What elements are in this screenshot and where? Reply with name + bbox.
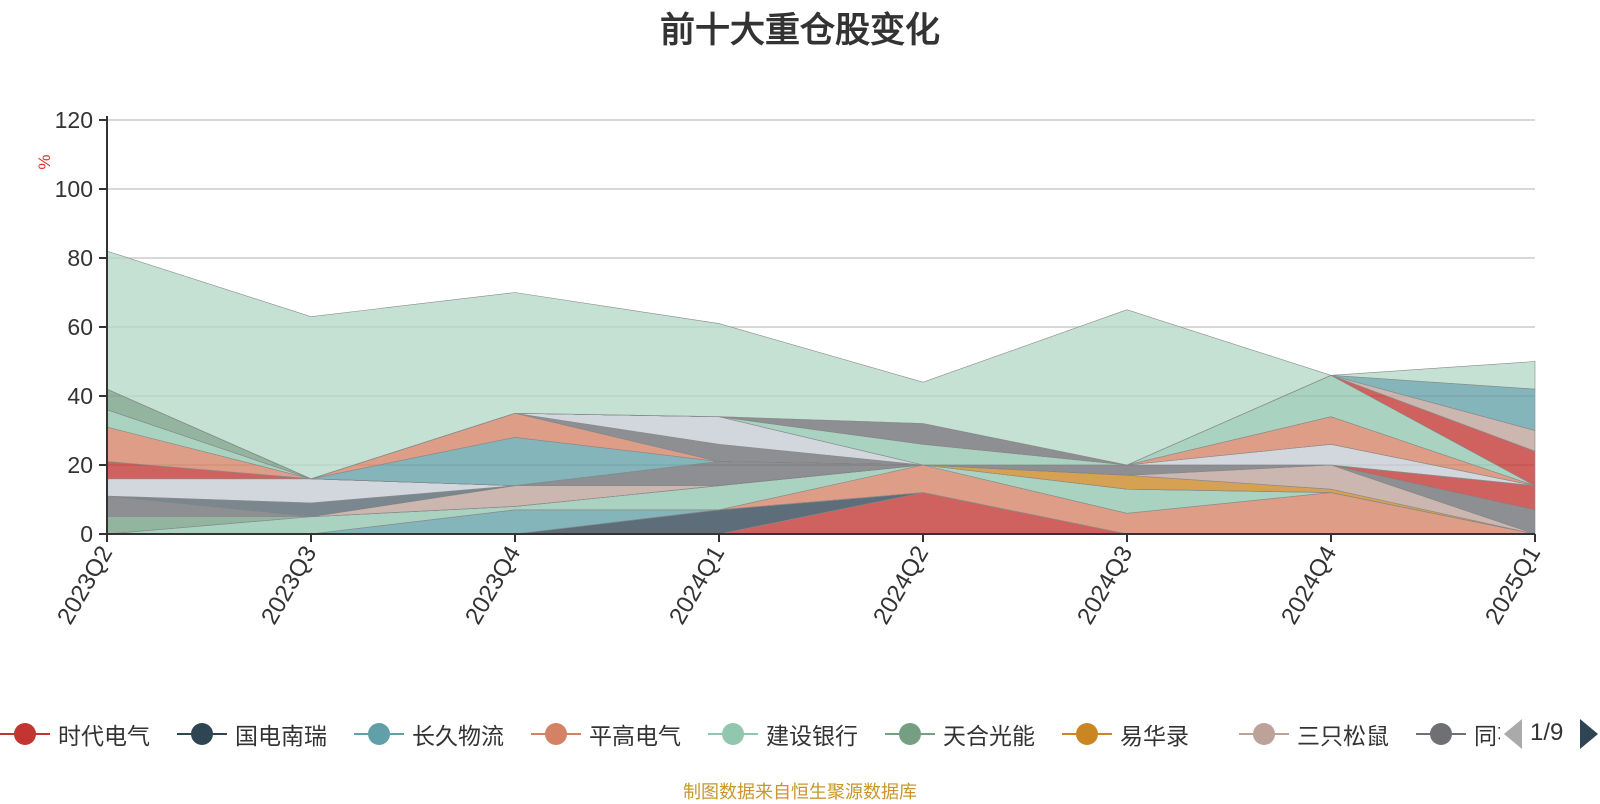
legend-marker-icon	[177, 714, 227, 754]
x-tick-label: 2024Q4	[1276, 542, 1342, 629]
y-tick-label: 20	[67, 452, 93, 478]
legend-marker-icon	[354, 714, 404, 754]
legend-marker-icon	[0, 714, 50, 754]
chart-title: 前十大重仓股变化	[659, 11, 940, 50]
legend-marker-icon	[1239, 714, 1289, 754]
legend-item[interactable]: 长久物流	[354, 714, 504, 754]
area-series-28	[106, 250, 1536, 480]
x-tick-label: 2024Q1	[664, 542, 730, 629]
legend-label: 平高电气	[589, 723, 681, 749]
legend-item[interactable]: 建设银行	[708, 714, 858, 754]
legend-marker-icon	[1416, 714, 1466, 754]
legend-marker-icon	[531, 714, 581, 754]
legend-marker-icon	[885, 714, 935, 754]
legend-page-indicator: 1/9	[1530, 719, 1564, 746]
x-tick-label: 2023Q2	[52, 542, 118, 629]
y-tick-label: 60	[67, 314, 93, 340]
y-axis-unit-label: %	[35, 154, 54, 169]
legend-item[interactable]: 平高电气	[531, 714, 681, 754]
source-note: 制图数据来自恒生聚源数据库	[683, 782, 917, 802]
legend-item[interactable]: 国电南瑞	[177, 714, 327, 754]
y-tick-label: 0	[80, 521, 93, 547]
legend-item[interactable]: 易华录	[1062, 714, 1189, 754]
x-tick-label: 2024Q3	[1072, 542, 1138, 629]
legend-next-page-arrow-icon[interactable]	[1580, 719, 1598, 749]
legend-item[interactable]: 三只松鼠	[1239, 714, 1389, 754]
legend-item[interactable]: 同花顺	[1416, 714, 1500, 754]
legend-marker-icon	[708, 714, 758, 754]
x-tick-label: 2023Q3	[256, 542, 322, 629]
x-tick-label: 2025Q1	[1480, 542, 1546, 629]
x-tick-label: 2024Q2	[868, 542, 934, 629]
legend-pager: 1/9	[1500, 714, 1600, 754]
legend-label: 建设银行	[766, 723, 858, 749]
legend-label: 三只松鼠	[1297, 723, 1389, 749]
legend-label: 国电南瑞	[235, 723, 327, 749]
legend-label: 天合光能	[943, 723, 1035, 749]
legend-marker-icon	[1062, 714, 1112, 754]
legend-label: 长久物流	[412, 723, 504, 749]
x-tick-label: 2023Q4	[460, 542, 526, 629]
legend-label: 易华录	[1120, 723, 1189, 749]
legend-label: 同花顺	[1474, 723, 1500, 749]
legend-item[interactable]: 天合光能	[885, 714, 1035, 754]
legend-prev-page-arrow-icon[interactable]	[1504, 719, 1522, 749]
legend: 时代电气 国电南瑞 长久物流 平高电气 建设银行 天合光能 易华录 三只松鼠 同花顺	[0, 714, 1500, 754]
y-tick-label: 40	[67, 383, 93, 409]
y-tick-label: 120	[55, 107, 93, 133]
legend-item[interactable]: 时代电气	[0, 714, 150, 754]
y-tick-label: 80	[67, 245, 93, 271]
y-tick-label: 100	[55, 176, 93, 202]
legend-label: 时代电气	[58, 723, 150, 749]
